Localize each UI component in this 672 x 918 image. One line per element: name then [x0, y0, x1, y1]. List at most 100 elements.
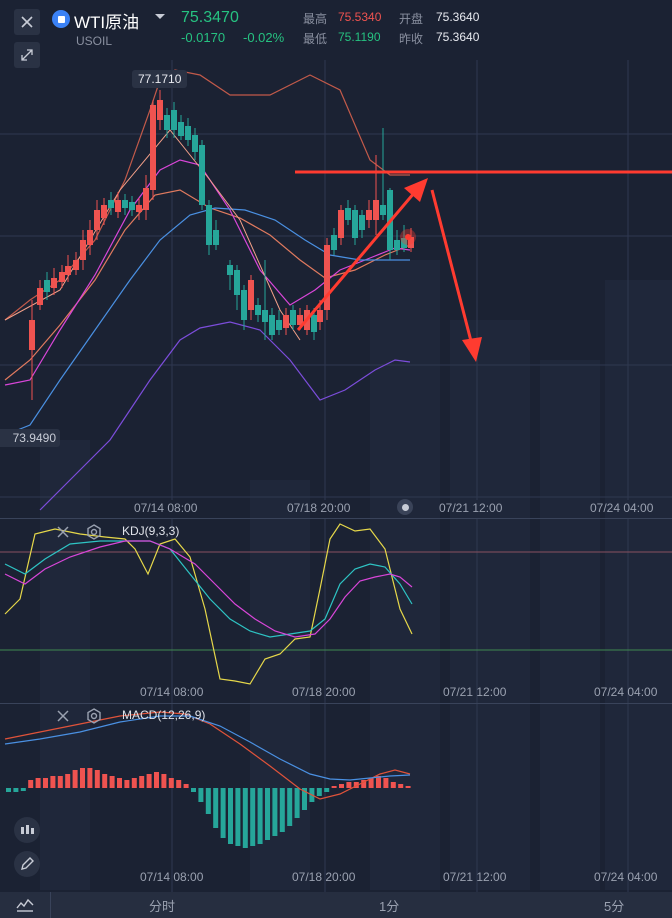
- candle-body: [248, 280, 254, 310]
- candle-body: [44, 280, 50, 292]
- macd-histogram-bar: [390, 782, 396, 788]
- macd-histogram-bar: [398, 784, 404, 788]
- candle-body: [73, 260, 79, 270]
- close-button[interactable]: [14, 9, 40, 35]
- candle-body: [87, 230, 93, 245]
- macd-histogram-bar: [94, 770, 100, 788]
- ma-line-blue: [4, 207, 410, 436]
- candle-body: [199, 145, 205, 205]
- macd-histogram-bar: [102, 774, 108, 788]
- close-icon[interactable]: [56, 709, 70, 723]
- symbol-name[interactable]: WTI原油: [74, 13, 140, 32]
- candle-body: [80, 240, 86, 260]
- kdj-x-tick: 07/18 20:00: [292, 685, 356, 699]
- candle-body: [213, 230, 219, 245]
- candle-body: [345, 208, 351, 220]
- macd-histogram-bar: [383, 778, 389, 788]
- macd-histogram-bar: [13, 788, 19, 792]
- prev-close-label: 昨收: [399, 32, 424, 46]
- background-texture: [40, 260, 672, 890]
- down-arrow[interactable]: [430, 189, 482, 362]
- candle-body: [185, 126, 191, 140]
- candle-body: [331, 235, 337, 250]
- tab-timeline[interactable]: 分时: [149, 899, 176, 914]
- macd-dea-line: [4, 715, 411, 781]
- kdj-d-line: [4, 540, 413, 638]
- kdj-j-line: [4, 523, 413, 685]
- candle-body: [380, 205, 386, 215]
- macd-histogram-bar: [220, 788, 226, 838]
- candle-body: [178, 122, 184, 136]
- macd-histogram-bar: [368, 778, 374, 788]
- macd-histogram-bar: [20, 788, 26, 791]
- macd-histogram-bar: [80, 768, 85, 788]
- candle-body: [255, 305, 261, 315]
- price-change: -0.0170: [181, 30, 226, 45]
- candle-body: [192, 135, 198, 152]
- macd-histogram-bar: [361, 780, 367, 788]
- candle-body: [65, 266, 71, 275]
- tab-5min[interactable]: 5分: [604, 899, 625, 914]
- main-chart[interactable]: [0, 60, 672, 520]
- macd-histogram-bar: [146, 774, 152, 788]
- macd-histogram-bar: [257, 788, 263, 844]
- open-value: 75.3640: [436, 10, 480, 24]
- close-icon[interactable]: [56, 525, 70, 539]
- macd-histogram-bar: [265, 788, 270, 840]
- macd-histogram-bar: [131, 778, 137, 788]
- candle-body: [122, 200, 128, 208]
- candle-body: [311, 315, 317, 332]
- low-value: 75.1190: [338, 30, 381, 44]
- prev-close-value: 75.3640: [436, 30, 480, 44]
- candle-body: [59, 272, 65, 282]
- main-x-tick: 07/24 04:00: [590, 501, 654, 515]
- macd-histogram-bar: [213, 788, 219, 828]
- last-price-dot-core: [405, 234, 411, 240]
- candle-body: [373, 200, 379, 220]
- candlestick-icon: [21, 825, 34, 834]
- draw-tool-button[interactable]: [14, 851, 40, 877]
- settings-icon[interactable]: [86, 708, 102, 724]
- macd-histogram-bar: [331, 786, 337, 788]
- macd-histogram-bar: [139, 776, 145, 788]
- main-x-tick: 07/18 20:00: [287, 501, 351, 515]
- macd-histogram-bar: [109, 776, 115, 788]
- dropdown-icon[interactable]: [155, 14, 165, 19]
- settings-icon[interactable]: [86, 524, 102, 540]
- collapse-icon: [21, 49, 33, 61]
- candle-body: [129, 202, 135, 210]
- macd-histogram-bar: [176, 780, 182, 788]
- macd-histogram-bar: [161, 774, 167, 788]
- kdj-chart[interactable]: [0, 519, 672, 704]
- macd-histogram-bar: [235, 788, 241, 846]
- candle-body: [366, 210, 372, 220]
- macd-histogram-bar: [339, 784, 344, 788]
- macd-histogram-bar: [57, 776, 63, 788]
- collapse-button[interactable]: [14, 42, 40, 68]
- macd-histogram-bar: [205, 788, 211, 814]
- candlestick-tool-button[interactable]: [14, 817, 40, 843]
- candle-body: [262, 310, 268, 322]
- macd-histogram-bar: [198, 788, 204, 802]
- candle-body: [206, 205, 212, 245]
- candle-body: [394, 240, 400, 250]
- macd-histogram-bar: [35, 778, 41, 788]
- symbol-code: USOIL: [76, 34, 113, 48]
- up-arrow[interactable]: [296, 178, 428, 331]
- panel-divider: [0, 518, 672, 519]
- macd-histogram-bar: [6, 788, 11, 792]
- candle-body: [359, 215, 365, 230]
- candle-body: [143, 188, 149, 210]
- macd-histogram-bar: [43, 778, 48, 788]
- macd-histogram-bar: [124, 780, 130, 788]
- candle-body: [269, 315, 275, 335]
- indicator-button[interactable]: [12, 894, 38, 916]
- macd-chart[interactable]: [0, 704, 672, 892]
- tab-1min[interactable]: 1分: [379, 899, 400, 914]
- candle-body: [164, 115, 170, 130]
- macd-histogram-bar: [28, 780, 34, 788]
- scroll-handle[interactable]: [397, 499, 413, 515]
- macd-histogram-bar: [250, 788, 256, 846]
- kdj-title: KDJ(9,3,3): [122, 524, 180, 538]
- bollinger-lower-line: [39, 321, 411, 511]
